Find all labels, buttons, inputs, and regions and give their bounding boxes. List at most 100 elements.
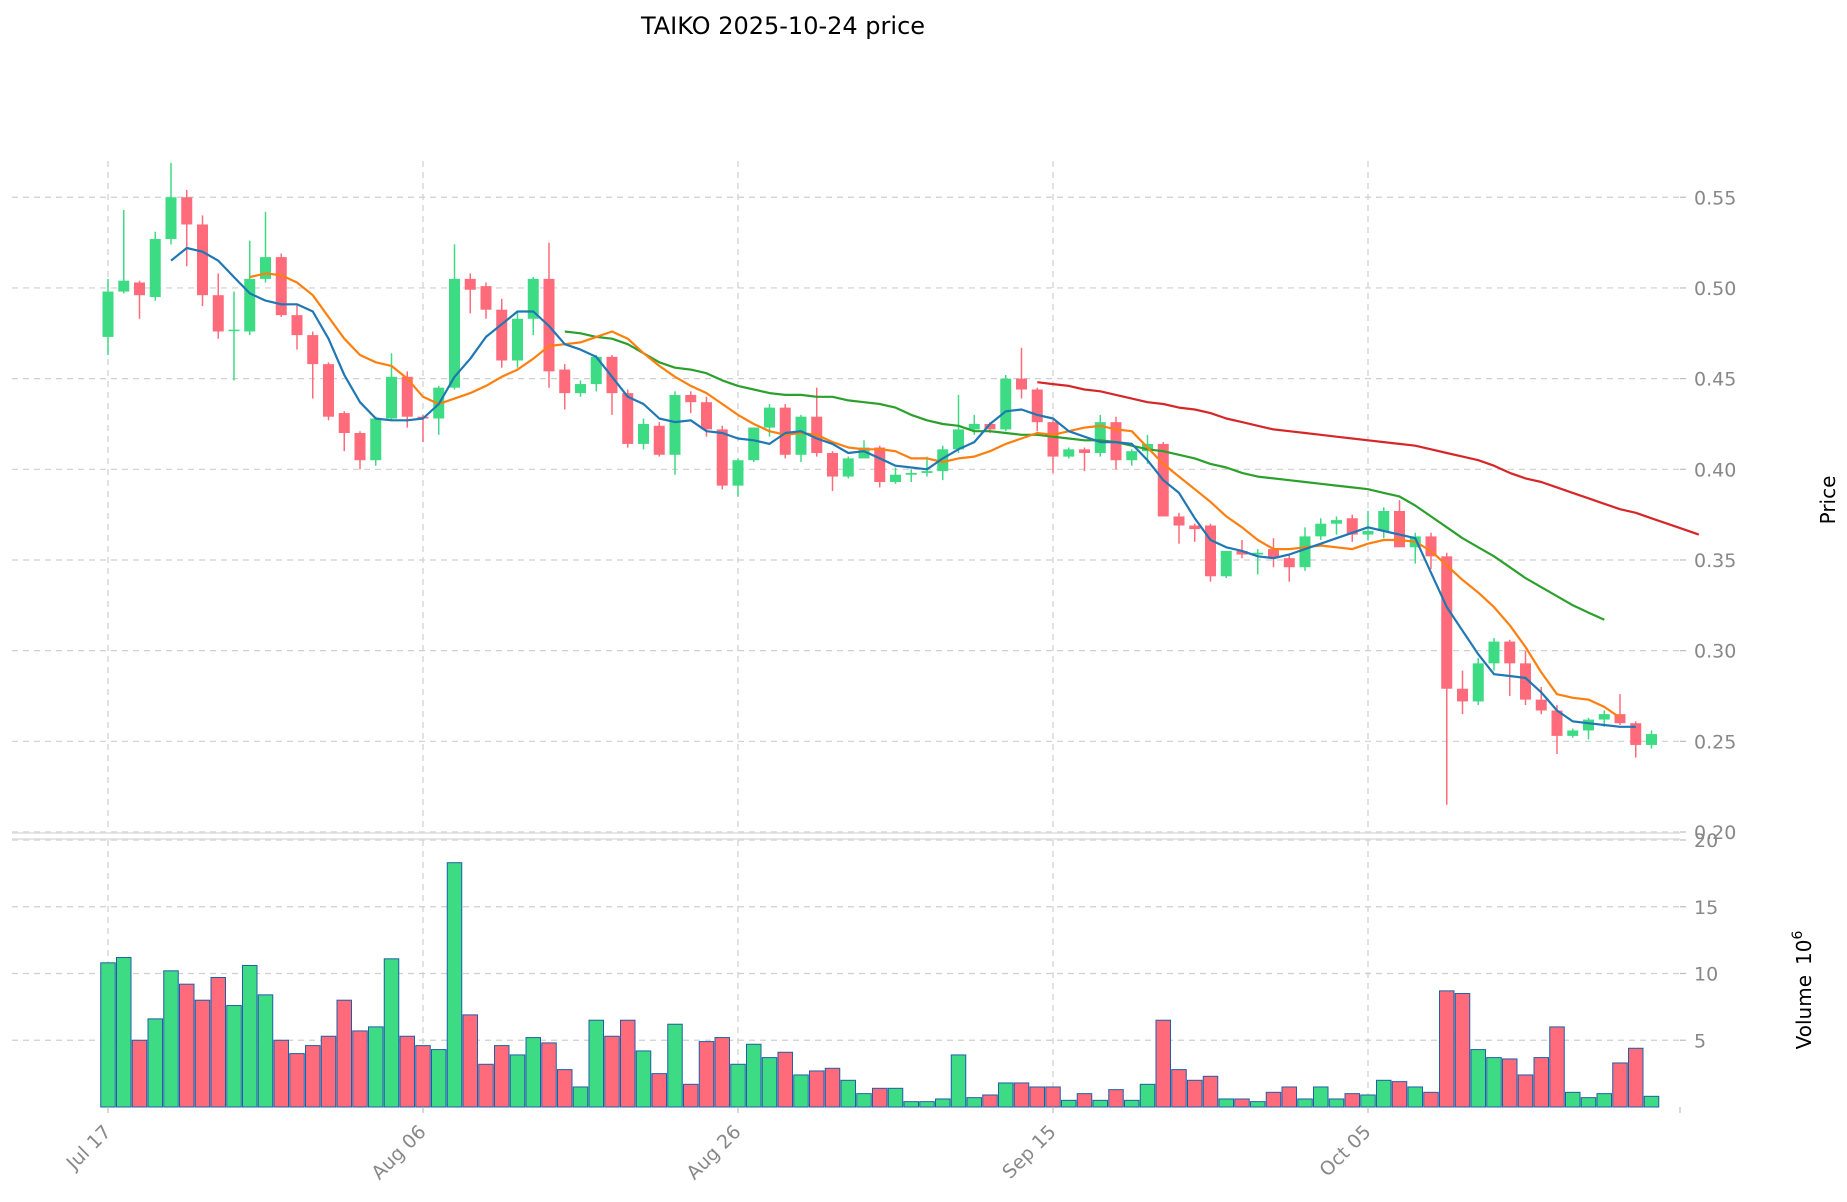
volume-bar — [856, 1093, 872, 1108]
candle-body — [149, 238, 161, 298]
candle-body — [401, 376, 413, 417]
candle-body — [890, 474, 901, 482]
price-tick-label: 0.45 — [1694, 369, 1736, 391]
candle-body — [842, 458, 854, 477]
volume-bar — [383, 958, 400, 1108]
candle-body — [716, 429, 728, 486]
date-tick-label: Oct 05 — [1315, 1121, 1375, 1181]
candle-body — [370, 418, 382, 461]
candle-body — [527, 278, 539, 319]
candle-body — [1079, 449, 1090, 453]
volume-bar — [336, 999, 352, 1108]
volume-bar — [462, 1014, 478, 1108]
volume-bar — [242, 964, 258, 1108]
volume-bar — [730, 1063, 746, 1108]
candle-body — [212, 295, 224, 332]
candle-body — [1299, 536, 1311, 568]
volume-bar — [1218, 1098, 1234, 1108]
volume-bar — [919, 1101, 935, 1108]
volume-bar — [1628, 1047, 1644, 1108]
volume-bar — [1124, 1099, 1140, 1108]
candle-body — [590, 356, 602, 385]
volume-bar — [982, 1094, 998, 1108]
volume-bar — [1486, 1057, 1502, 1108]
volume-bar — [1439, 990, 1455, 1108]
candle-body — [386, 376, 397, 419]
volume-tick-label: 10 — [1694, 964, 1718, 986]
price-candles — [102, 162, 1657, 805]
candle-body — [1567, 730, 1579, 736]
volume-bar — [289, 1053, 305, 1108]
volume-bar — [1265, 1091, 1282, 1108]
volume-bar — [1061, 1099, 1077, 1108]
price-tick-label: 0.25 — [1694, 731, 1736, 753]
volume-bar — [446, 862, 463, 1108]
volume-bar — [1596, 1093, 1612, 1108]
volume-bar — [950, 1054, 967, 1108]
candle-body — [338, 413, 350, 434]
candle-body — [1283, 558, 1295, 568]
candle-body — [496, 309, 508, 361]
volume-bar — [1234, 1098, 1250, 1108]
candle-body — [260, 257, 271, 279]
volume-bar — [1328, 1098, 1345, 1108]
candle-body — [779, 407, 791, 455]
candle-body — [1000, 378, 1012, 430]
volume-bar — [1454, 993, 1471, 1108]
price-tick-label: 0.20 — [1694, 822, 1736, 844]
price-tick-label: 0.40 — [1694, 459, 1736, 481]
candle-body — [1031, 389, 1043, 423]
candle-body — [575, 384, 586, 394]
volume-bar — [1517, 1074, 1534, 1108]
candle-body — [181, 197, 193, 225]
date-tick-label: Sep 15 — [998, 1121, 1060, 1183]
volume-bar — [399, 1035, 415, 1108]
volume-bar — [1580, 1097, 1597, 1108]
volume-bar — [147, 1018, 163, 1108]
candle-body — [858, 447, 870, 459]
volume-bar — [1202, 1075, 1219, 1108]
date-tick-label: Jul 17 — [62, 1121, 116, 1175]
candle-body — [827, 452, 838, 477]
volume-bar — [1076, 1093, 1093, 1108]
volume-bar — [1250, 1101, 1266, 1108]
volume-bar — [1391, 1081, 1408, 1108]
candle-body — [1315, 523, 1327, 537]
volume-bar — [998, 1082, 1014, 1108]
candle-body — [748, 427, 760, 461]
candle-body — [1425, 536, 1437, 557]
candle-body — [197, 224, 208, 296]
candle-body — [685, 394, 697, 403]
volume-bar — [824, 1067, 841, 1108]
candle-body — [1252, 552, 1264, 555]
candle-body — [1346, 518, 1358, 535]
volume-bar — [840, 1079, 856, 1108]
volume-bars — [100, 862, 1660, 1108]
volume-bar — [478, 1063, 494, 1108]
date-tick-label: Aug 06 — [367, 1121, 430, 1184]
volume-bar — [1092, 1099, 1108, 1108]
volume-bar — [1533, 1057, 1549, 1108]
volume-bar — [352, 1030, 368, 1108]
candle-body — [1173, 516, 1185, 526]
volume-bar — [1344, 1093, 1360, 1108]
volume-bar — [1643, 1095, 1660, 1108]
volume-axis-title-group: Volume 106 — [1790, 931, 1816, 1050]
candle-body — [1472, 663, 1484, 702]
candle-body — [291, 315, 303, 336]
volume-bar — [509, 1054, 526, 1108]
volume-bar — [935, 1098, 951, 1108]
candle-body — [1630, 723, 1642, 745]
svg-text:Volume106: Volume 106 — [1790, 931, 1816, 1050]
chart-title: TAIKO 2025-10-24 price — [640, 12, 925, 40]
volume-bar — [415, 1045, 431, 1108]
volume-bar — [714, 1037, 730, 1108]
volume-bar — [431, 1049, 447, 1108]
volume-bar — [494, 1045, 510, 1108]
ma-mid-line — [249, 272, 1621, 719]
volume-bar — [257, 994, 274, 1108]
volume-bar — [1423, 1091, 1439, 1108]
candle-body — [1488, 641, 1500, 664]
volume-bar — [1297, 1098, 1313, 1108]
